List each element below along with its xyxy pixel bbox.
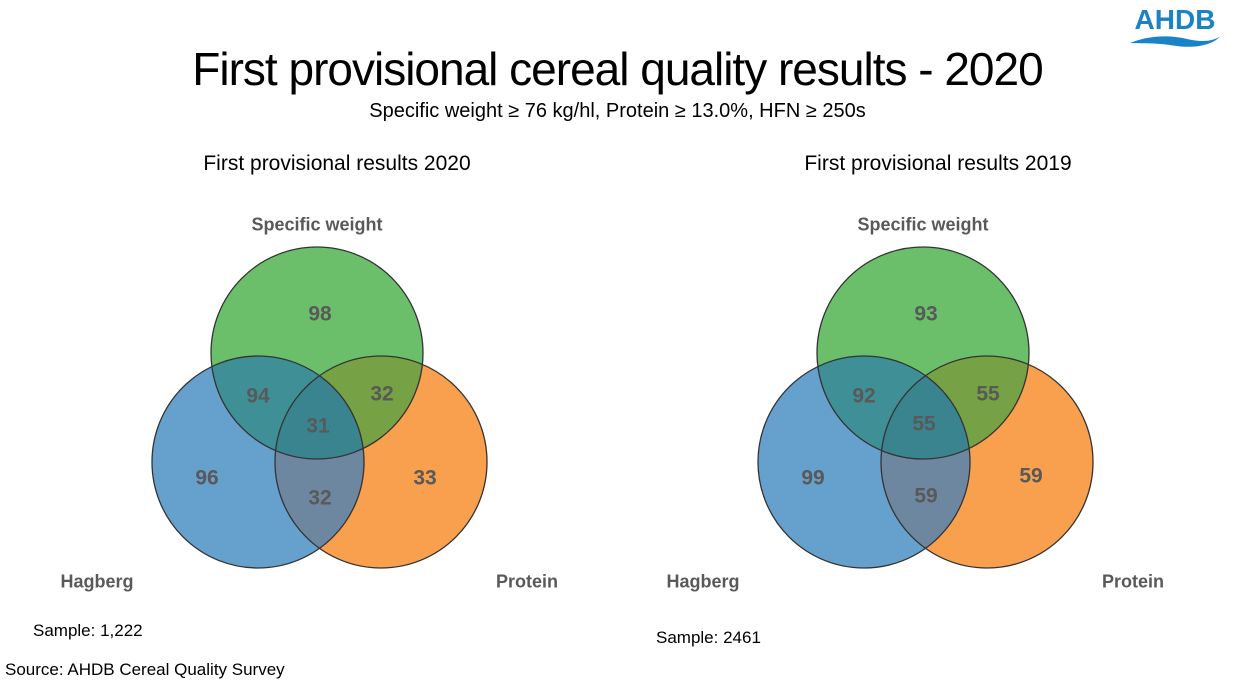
value-hagberg: 99: [801, 466, 824, 489]
venn-2020: Specific weight Hagberg Protein 98 94 32…: [60, 214, 558, 591]
label-protein: Protein: [496, 571, 558, 591]
venn-2019: Specific weight Hagberg Protein 93 92 55…: [666, 214, 1164, 591]
label-protein: Protein: [1102, 571, 1164, 591]
source-note: Source: AHDB Cereal Quality Survey: [5, 660, 285, 679]
value-sw: 98: [308, 302, 332, 325]
label-hagberg: Hagberg: [666, 571, 739, 591]
value-sw-hagberg: 94: [246, 384, 270, 407]
page-subtitle: Specific weight ≥ 76 kg/hl, Protein ≥ 13…: [369, 100, 866, 122]
value-center: 55: [912, 412, 936, 435]
outline-specific-weight: [210, 246, 424, 460]
venn-2019-title: First provisional results 2019: [804, 152, 1072, 175]
value-hagberg: 96: [195, 466, 218, 489]
value-sw: 93: [914, 302, 937, 325]
ahdb-logo-text: AHDB: [1134, 4, 1216, 35]
label-hagberg: Hagberg: [60, 571, 133, 591]
value-sw-protein: 32: [370, 382, 393, 405]
value-sw-hagberg: 92: [852, 384, 875, 407]
region-center: [275, 356, 364, 459]
value-protein: 59: [1019, 464, 1042, 487]
outline-protein: [880, 355, 1094, 569]
ahdb-logo: AHDB: [1129, 6, 1221, 55]
sample-2019: Sample: 2461: [656, 628, 761, 647]
outline-specific-weight: [816, 246, 1030, 460]
venn-2020-title: First provisional results 2020: [203, 152, 471, 175]
ahdb-wave-icon: [1130, 36, 1220, 47]
label-specific-weight: Specific weight: [857, 214, 988, 234]
value-hagberg-protein: 32: [308, 486, 331, 509]
outline-hagberg: [151, 355, 365, 569]
page-title: First provisional cereal quality results…: [192, 43, 1043, 95]
outline-hagberg: [757, 355, 971, 569]
outline-protein: [274, 355, 488, 569]
value-protein: 33: [413, 466, 436, 489]
value-sw-protein: 55: [976, 382, 1000, 405]
value-center: 31: [306, 414, 330, 437]
value-hagberg-protein: 59: [914, 484, 937, 507]
region-center: [881, 356, 970, 459]
sample-2020: Sample: 1,222: [33, 621, 143, 640]
label-specific-weight: Specific weight: [251, 214, 382, 234]
